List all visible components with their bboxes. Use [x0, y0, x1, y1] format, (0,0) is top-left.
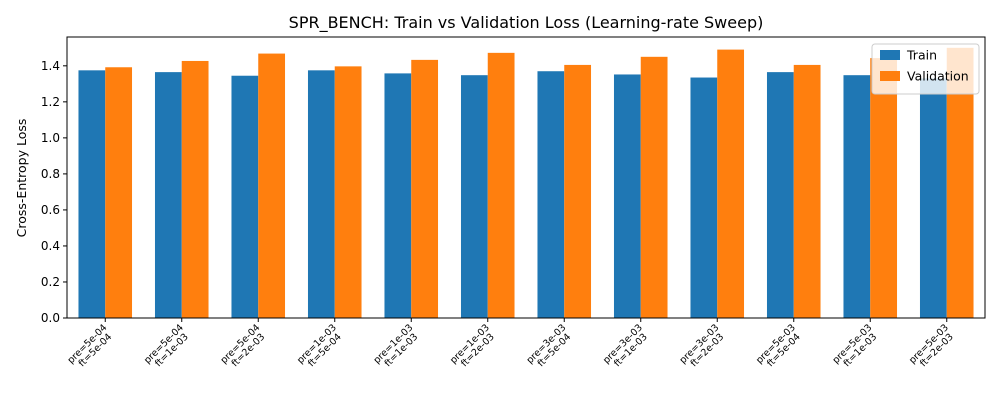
bar-validation-7 — [564, 64, 592, 319]
y-tick-label: 1.2 — [41, 95, 60, 109]
bar-validation-2 — [181, 60, 209, 318]
bar-validation-8 — [640, 56, 668, 319]
legend: Train Validation — [871, 43, 980, 95]
bar-validation-1 — [105, 67, 133, 318]
y-tick-label: 0.6 — [41, 203, 60, 217]
y-tick-label: 0.4 — [41, 239, 60, 253]
x-tick-label: pre=5e-03ft=1e-03 — [831, 322, 882, 373]
bar-train-2 — [154, 72, 182, 318]
x-tick-label: pre=3e-03ft=2e-03 — [678, 322, 729, 373]
legend-swatch-train — [880, 50, 900, 60]
x-tick-label: pre=3e-03ft=1e-03 — [601, 322, 652, 373]
x-tick-label: pre=1e-03ft=5e-04 — [295, 322, 346, 373]
bar-train-8 — [613, 74, 641, 318]
bar-train-9 — [690, 77, 718, 319]
x-tick-label: pre=5e-03ft=5e-04 — [754, 322, 805, 373]
bar-train-7 — [537, 71, 565, 318]
bar-train-4 — [307, 70, 335, 318]
bar-validation-4 — [334, 66, 362, 318]
x-tick-label: pre=1e-03ft=1e-03 — [372, 322, 423, 373]
y-tick-label: 1.4 — [41, 59, 60, 73]
bar-train-6 — [460, 75, 488, 318]
chart-title: SPR_BENCH: Train vs Validation Loss (Lea… — [289, 13, 764, 33]
bar-validation-5 — [411, 59, 439, 318]
bar-validation-3 — [258, 53, 286, 318]
bar-train-12 — [919, 78, 947, 318]
plot-area: 0.0 0.2 0.4 0.6 0.8 1.0 1.2 1.4 pre=5e-04ft=5e-0… — [41, 36, 986, 373]
y-tick-label: 0.2 — [41, 275, 60, 289]
bar-validation-9 — [717, 49, 745, 318]
x-tick-label: pre=3e-03ft=5e-04 — [525, 322, 576, 373]
y-tick-label: 0.8 — [41, 167, 60, 181]
x-tick-label: pre=5e-04ft=5e-04 — [66, 322, 117, 373]
x-tick-label: pre=1e-03ft=2e-03 — [448, 322, 499, 373]
legend-label-validation: Validation — [907, 69, 969, 84]
x-tick-label: pre=5e-04ft=1e-03 — [142, 322, 193, 373]
bar-train-1 — [78, 70, 106, 318]
bar-validation-10 — [793, 64, 821, 319]
y-tick-label: 1.0 — [41, 131, 60, 145]
bar-validation-11 — [870, 58, 898, 318]
bar-train-5 — [384, 73, 412, 318]
bar-train-3 — [231, 75, 259, 318]
bar-train-11 — [843, 75, 871, 318]
legend-swatch-validation — [880, 71, 900, 81]
bar-validation-6 — [487, 52, 515, 318]
legend-label-train: Train — [906, 48, 937, 63]
y-axis-label: Cross-Entropy Loss — [14, 119, 29, 238]
x-tick-label: pre=5e-04ft=2e-03 — [219, 322, 270, 373]
bar-train-10 — [766, 72, 794, 318]
x-tick-label: pre=5e-03ft=2e-03 — [907, 322, 958, 373]
axes-frame — [66, 36, 986, 319]
y-tick-label: 0.0 — [41, 311, 60, 325]
